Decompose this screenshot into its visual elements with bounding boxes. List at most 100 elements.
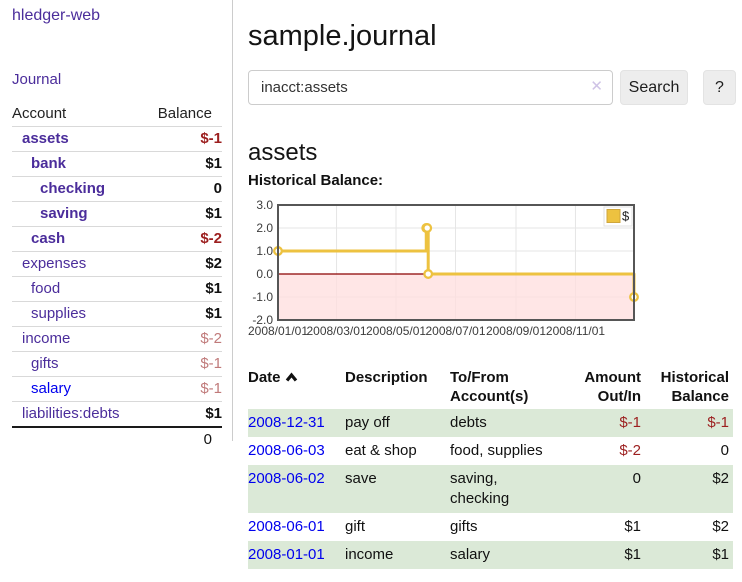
transaction-row: 2008-12-31 pay off debts $-1 $-1 — [248, 409, 733, 437]
transaction-accounts: saving, checking — [450, 470, 510, 507]
transaction-row: 2008-06-01 gift gifts $1 $2 — [248, 513, 733, 541]
y-axis-tick-label: 2.0 — [256, 221, 273, 235]
account-row: salary $-1 — [12, 376, 222, 402]
transaction-date-link[interactable]: 2008-01-01 — [248, 546, 325, 563]
account-balance: $-1 — [117, 376, 222, 402]
column-header-date[interactable]: Date — [248, 366, 345, 409]
x-axis-tick-label: 2008/03/01 — [306, 324, 366, 338]
transaction-amount: $1 — [624, 546, 641, 563]
x-axis-tick-label: 2008/01/01 — [248, 324, 308, 338]
transaction-amount: $-2 — [619, 442, 641, 459]
account-link[interactable]: assets — [22, 130, 69, 147]
account-row: gifts $-1 — [12, 351, 222, 377]
transaction-amount: $1 — [624, 518, 641, 535]
account-balance: $1 — [117, 201, 222, 227]
account-balance: $1 — [117, 276, 222, 302]
y-axis-tick-label: -1.0 — [252, 290, 273, 304]
search-input[interactable] — [249, 71, 612, 104]
account-balance: $-1 — [117, 126, 222, 152]
transaction-description: gift — [345, 518, 366, 535]
account-row: expenses $2 — [12, 251, 222, 277]
accounts-table: Account Balance assets $-1 bank $1 checking 0… — [12, 102, 222, 452]
accounts-header-row: Account Balance — [12, 102, 222, 127]
column-header-balance: Historical Balance — [660, 369, 729, 405]
transactions-header-row: Date Description To/From Account(s) Amoun… — [248, 366, 733, 409]
x-axis-tick-label: 2008/05/01 — [366, 324, 426, 338]
transaction-amount: 0 — [632, 470, 641, 487]
account-row: bank $1 — [12, 151, 222, 177]
column-header-description: Description — [345, 369, 428, 386]
account-link[interactable]: liabilities:debts — [22, 405, 120, 422]
transaction-accounts: food, supplies — [450, 442, 543, 459]
search-button[interactable]: Search — [620, 70, 688, 105]
account-balance: $-2 — [117, 226, 222, 252]
transactions-table: Date Description To/From Account(s) Amoun… — [248, 366, 733, 569]
x-axis-tick-label: 2008/11/01 — [546, 324, 605, 338]
y-axis-tick-label: 1.0 — [256, 244, 273, 258]
accounts-total-row: 0 — [12, 426, 222, 452]
transaction-accounts: gifts — [450, 518, 478, 535]
account-balance: $-2 — [117, 326, 222, 352]
account-link[interactable]: food — [31, 280, 61, 297]
account-link[interactable]: cash — [31, 230, 66, 247]
transaction-date-link[interactable]: 2008-06-02 — [248, 470, 325, 487]
account-row: checking 0 — [12, 176, 222, 202]
y-axis-tick-label: 3.0 — [256, 200, 273, 212]
accounts-header-account: Account — [12, 102, 117, 127]
account-link[interactable]: gifts — [31, 355, 59, 372]
y-axis-tick-label: -2.0 — [252, 313, 273, 327]
account-balance: $1 — [117, 401, 222, 428]
transaction-description: eat & shop — [345, 442, 417, 459]
sort-ascending-icon — [285, 369, 298, 388]
account-row: income $-2 — [12, 326, 222, 352]
transaction-balance: $2 — [712, 470, 729, 487]
transaction-accounts: salary — [450, 546, 491, 563]
x-axis-tick-label: 2008/09/01 — [486, 324, 546, 338]
account-link[interactable]: saving — [40, 205, 88, 222]
account-heading: assets — [248, 138, 318, 166]
sidebar: hledger-web Journal Account Balance asse… — [0, 0, 233, 452]
transaction-description: pay off — [345, 414, 390, 431]
legend-swatch — [606, 209, 621, 223]
account-balance: $1 — [117, 301, 222, 327]
transaction-balance: $1 — [712, 546, 729, 563]
account-link[interactable]: supplies — [31, 305, 87, 322]
account-balance: $1 — [117, 151, 222, 177]
account-link[interactable]: expenses — [22, 255, 87, 272]
sidebar-item-journal[interactable]: Journal — [12, 71, 62, 88]
app-title-link[interactable]: hledger-web — [12, 7, 101, 24]
transaction-balance: $-1 — [707, 414, 729, 431]
transaction-row: 2008-06-03 eat & shop food, supplies $-2 0 — [248, 437, 733, 465]
account-row: food $1 — [12, 276, 222, 302]
account-row: liabilities:debts $1 — [12, 401, 222, 428]
y-axis-tick-label: 0.0 — [256, 267, 273, 281]
historical-balance-chart[interactable]: $3.0 2.0 1.0 0.0 -1.0 -2.02008/01/012008/03/0… — [244, 200, 644, 348]
account-row: cash $-2 — [12, 226, 222, 252]
account-row: supplies $1 — [12, 301, 222, 327]
accounts-total: 0 — [117, 426, 222, 452]
x-axis-tick-label: 2008/07/01 — [425, 324, 485, 338]
account-link[interactable]: salary — [31, 380, 72, 397]
account-link[interactable]: income — [22, 330, 71, 347]
chart-label: Historical Balance: — [248, 172, 384, 189]
transaction-date-link[interactable]: 2008-06-03 — [248, 442, 325, 459]
account-link[interactable]: bank — [31, 155, 67, 172]
clear-search-icon[interactable]: ✕ — [590, 78, 603, 95]
page-title: sample.journal — [248, 20, 437, 53]
help-button[interactable]: ? — [703, 70, 736, 105]
transaction-description: save — [345, 470, 377, 487]
legend-label: $ — [622, 209, 630, 224]
account-link[interactable]: checking — [40, 180, 106, 197]
transaction-accounts: debts — [450, 414, 487, 431]
transaction-description: income — [345, 546, 394, 563]
search-input-wrap: ✕ — [248, 70, 613, 105]
account-row: assets $-1 — [12, 126, 222, 152]
transaction-row: 2008-01-01 income salary $1 $1 — [248, 541, 733, 569]
transaction-date-link[interactable]: 2008-12-31 — [248, 414, 325, 431]
transaction-balance: 0 — [720, 442, 729, 459]
column-header-accounts: To/From Account(s) — [450, 369, 529, 405]
transaction-row: 2008-06-02 save saving, checking 0 $2 — [248, 465, 733, 513]
account-balance: 0 — [117, 176, 222, 202]
transaction-date-link[interactable]: 2008-06-01 — [248, 518, 325, 535]
